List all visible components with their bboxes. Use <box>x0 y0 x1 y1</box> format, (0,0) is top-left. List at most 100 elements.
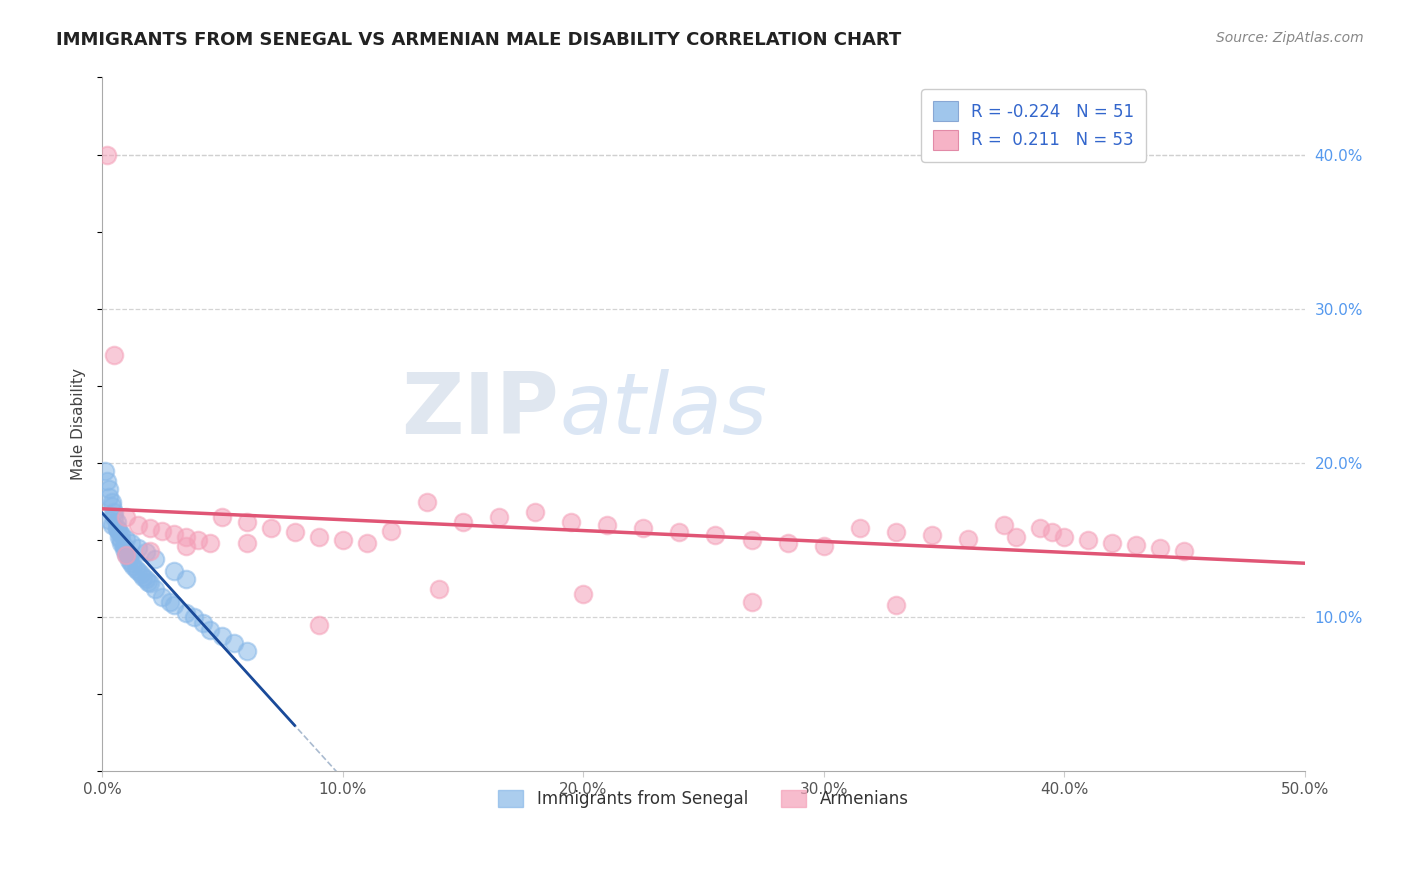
Point <box>108 530 131 544</box>
Point <box>110 533 132 547</box>
Point <box>127 517 149 532</box>
Point <box>884 598 907 612</box>
Point <box>163 564 186 578</box>
Y-axis label: Male Disability: Male Disability <box>72 368 86 481</box>
Point <box>200 623 222 637</box>
Point <box>235 644 257 658</box>
Point <box>105 515 128 529</box>
Point <box>176 530 198 544</box>
Point <box>150 590 173 604</box>
Point <box>308 530 330 544</box>
Point <box>159 595 181 609</box>
Point <box>572 587 595 601</box>
Point <box>101 517 124 532</box>
Point <box>668 525 690 540</box>
Point <box>176 606 198 620</box>
Point <box>176 572 198 586</box>
Point <box>112 539 135 553</box>
Point <box>115 544 138 558</box>
Point <box>98 482 121 496</box>
Point <box>741 595 763 609</box>
Point <box>134 545 156 559</box>
Point <box>451 515 474 529</box>
Point <box>101 499 124 513</box>
Point <box>143 551 166 566</box>
Point <box>848 521 870 535</box>
Point <box>741 533 763 547</box>
Point <box>134 572 156 586</box>
Point <box>356 536 378 550</box>
Point <box>235 515 257 529</box>
Point <box>115 532 138 546</box>
Point <box>150 524 173 538</box>
Point <box>118 549 141 564</box>
Point <box>139 521 162 535</box>
Point <box>93 464 115 478</box>
Point <box>176 539 198 553</box>
Point <box>560 515 582 529</box>
Point <box>118 553 141 567</box>
Point <box>125 562 148 576</box>
Text: ZIP: ZIP <box>401 369 560 452</box>
Point <box>120 536 142 550</box>
Point <box>136 574 159 589</box>
Point <box>596 517 619 532</box>
Point <box>813 539 835 553</box>
Point <box>427 582 450 597</box>
Point <box>101 494 124 508</box>
Point <box>163 598 186 612</box>
Point <box>921 528 943 542</box>
Point <box>224 636 246 650</box>
Point <box>115 510 138 524</box>
Point <box>103 510 125 524</box>
Point <box>1173 544 1195 558</box>
Point <box>1040 525 1063 540</box>
Text: atlas: atlas <box>560 369 768 452</box>
Point <box>211 629 233 643</box>
Point <box>112 542 135 557</box>
Point <box>120 556 142 570</box>
Point <box>127 564 149 578</box>
Point <box>163 527 186 541</box>
Point <box>380 524 402 538</box>
Point <box>211 510 233 524</box>
Point <box>200 536 222 550</box>
Text: IMMIGRANTS FROM SENEGAL VS ARMENIAN MALE DISABILITY CORRELATION CHART: IMMIGRANTS FROM SENEGAL VS ARMENIAN MALE… <box>56 31 901 49</box>
Point <box>139 544 162 558</box>
Point <box>132 570 155 584</box>
Point <box>1029 521 1052 535</box>
Point <box>993 517 1015 532</box>
Point <box>1005 530 1028 544</box>
Point <box>110 527 132 541</box>
Legend: Immigrants from Senegal, Armenians: Immigrants from Senegal, Armenians <box>492 783 915 815</box>
Point <box>704 528 727 542</box>
Point <box>108 525 131 540</box>
Point <box>332 533 354 547</box>
Point <box>96 475 118 489</box>
Point <box>524 505 547 519</box>
Point <box>98 490 121 504</box>
Point <box>1053 530 1076 544</box>
Point <box>1077 533 1099 547</box>
Point <box>235 536 257 550</box>
Point <box>105 521 128 535</box>
Point <box>103 348 125 362</box>
Point <box>129 566 152 581</box>
Point <box>776 536 799 550</box>
Point <box>284 525 307 540</box>
Point <box>127 541 149 555</box>
Point <box>122 559 145 574</box>
Point <box>103 505 125 519</box>
Point <box>139 576 162 591</box>
Point <box>633 521 655 535</box>
Point <box>115 547 138 561</box>
Point <box>193 616 215 631</box>
Point <box>956 532 979 546</box>
Point <box>1125 538 1147 552</box>
Text: Source: ZipAtlas.com: Source: ZipAtlas.com <box>1216 31 1364 45</box>
Point <box>488 510 510 524</box>
Point <box>1101 536 1123 550</box>
Point <box>105 522 128 536</box>
Point <box>308 618 330 632</box>
Point <box>96 147 118 161</box>
